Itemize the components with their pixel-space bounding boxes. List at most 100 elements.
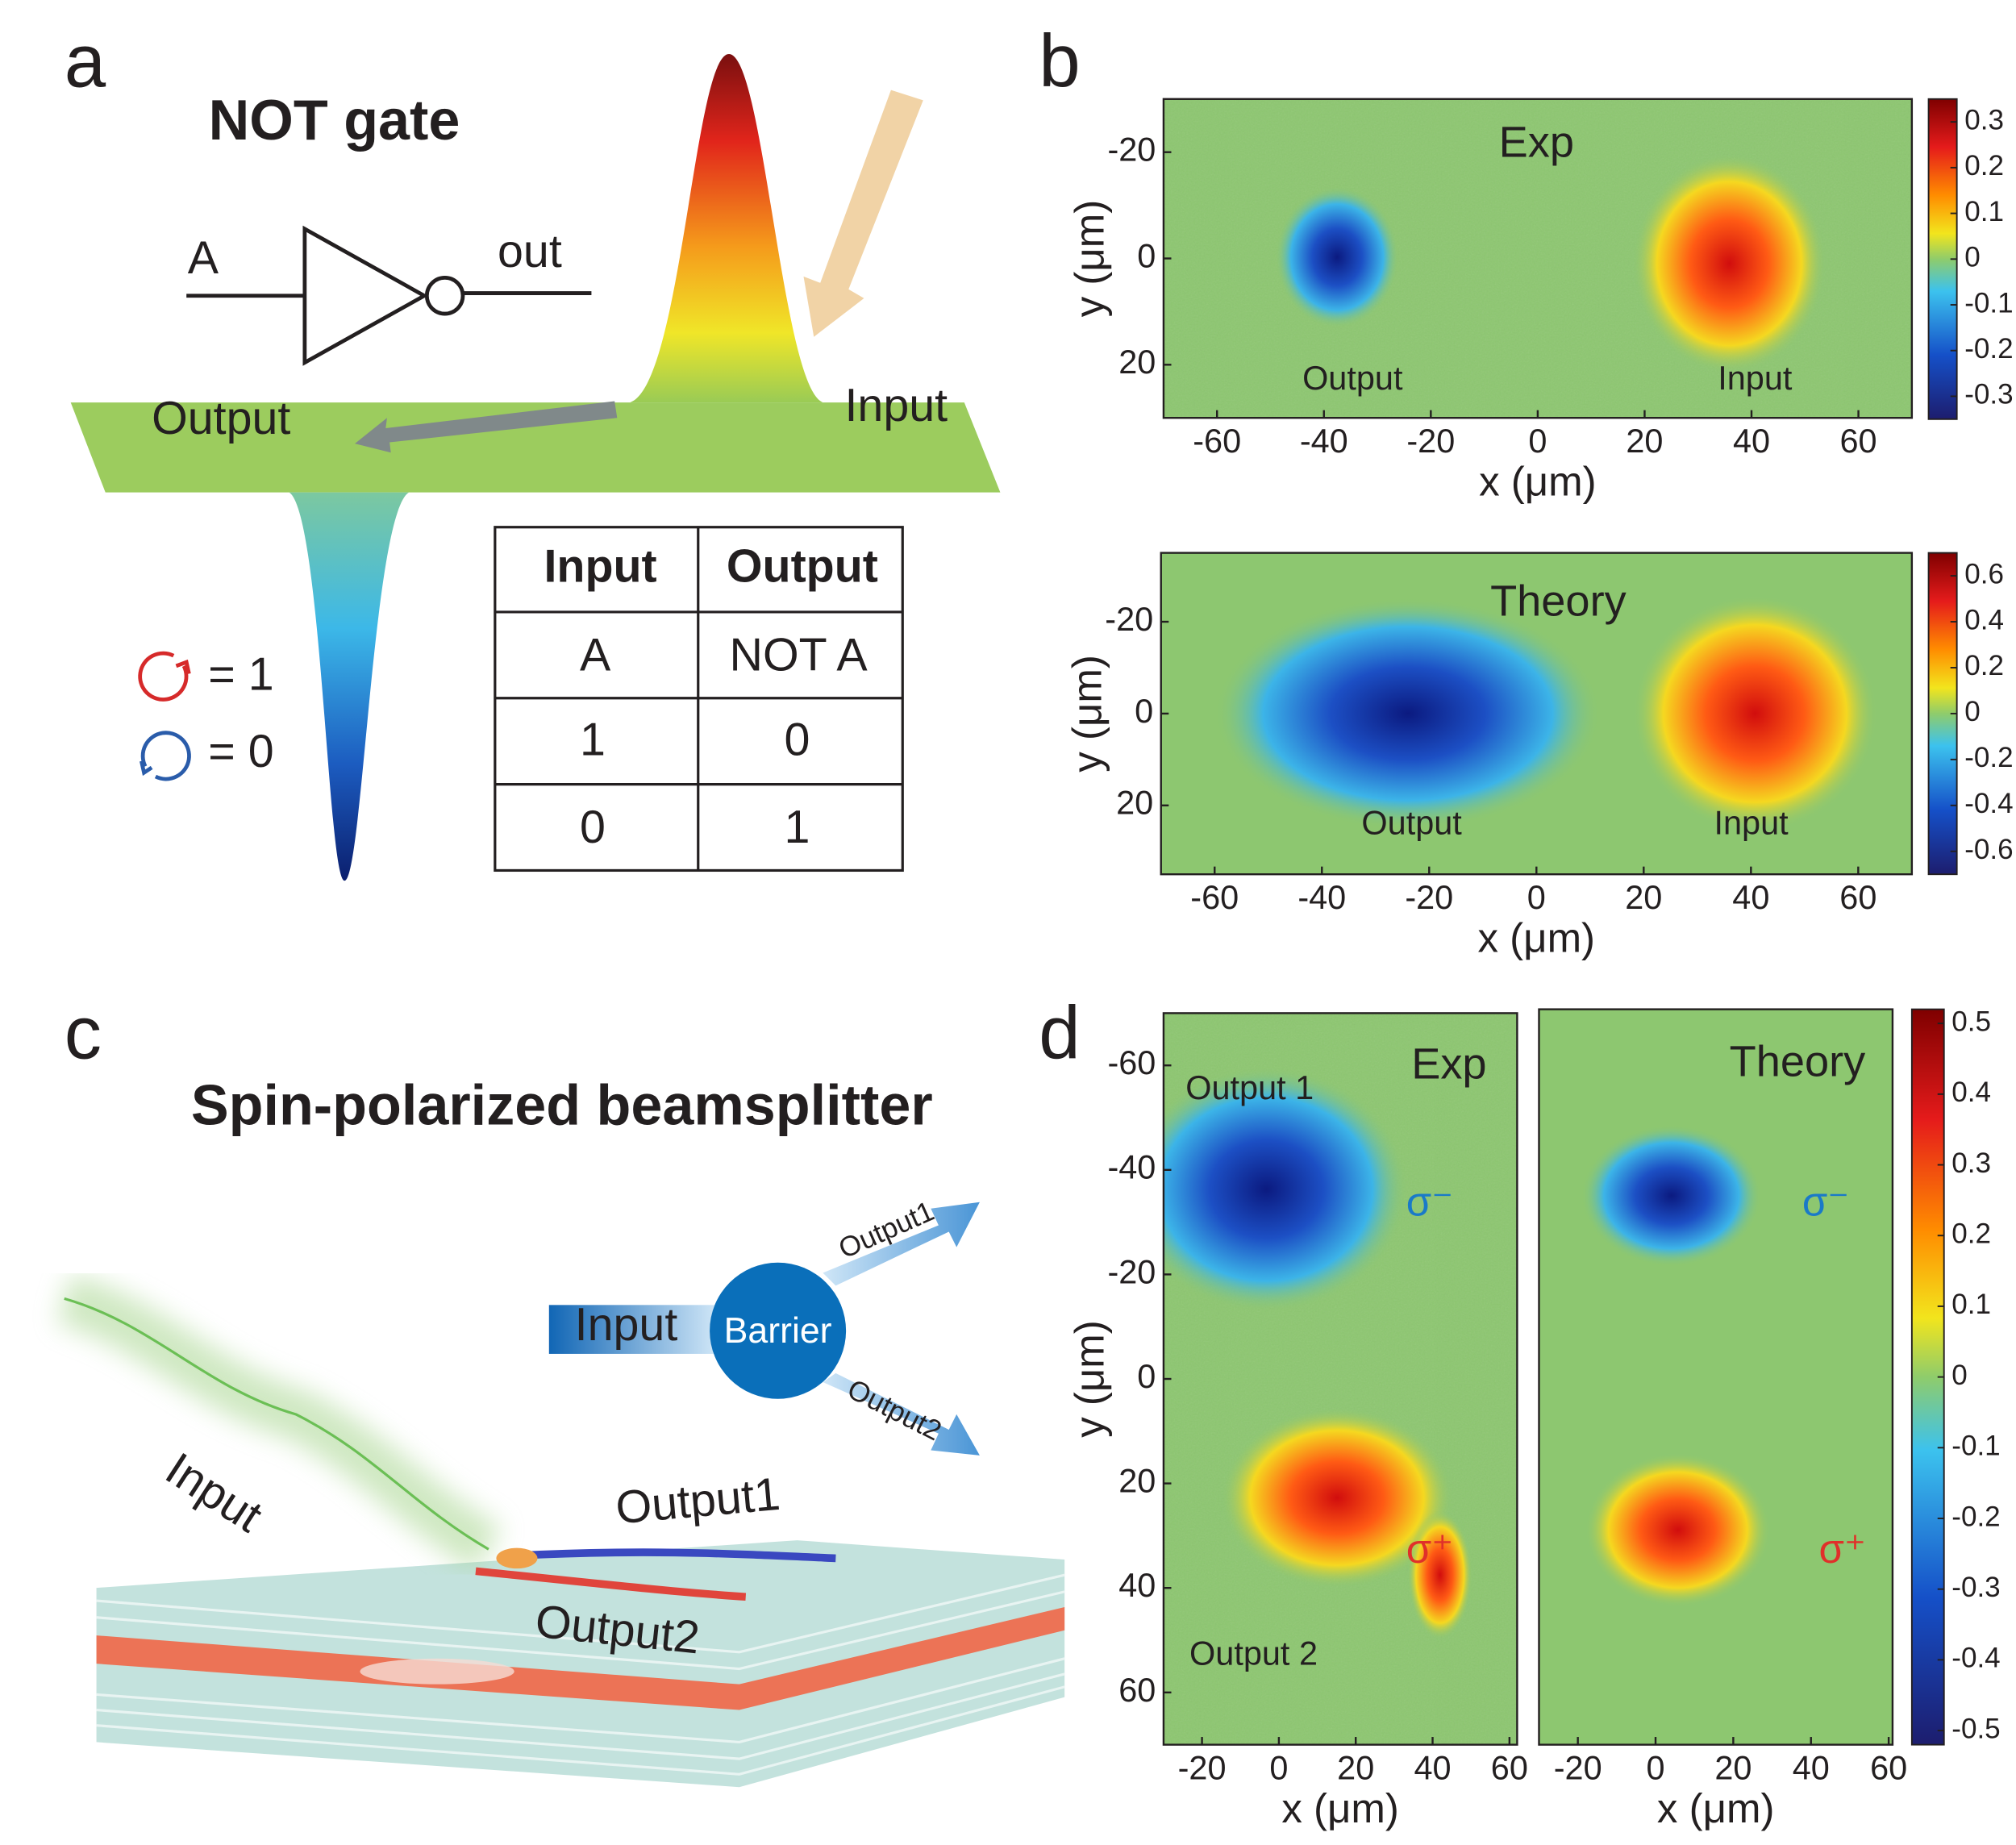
barrier-spot — [496, 1547, 538, 1569]
output-arrow — [355, 401, 618, 453]
annotation: Output 2 — [1189, 1635, 1318, 1672]
colorbar-tick-label: -0.2 — [1951, 1501, 2000, 1532]
x-tick-label: 40 — [1733, 422, 1770, 460]
output2-beam — [475, 1567, 747, 1601]
table-cell: 0 — [785, 714, 810, 766]
heatmap — [1163, 98, 1912, 419]
y-tick-label: 60 — [1118, 1671, 1156, 1709]
heatmap — [1163, 1013, 1518, 1745]
panel-title: Spin-polarized beamsplitter — [191, 1073, 933, 1137]
schematic-input: Input — [575, 1299, 678, 1351]
truth-table — [494, 526, 904, 873]
schematic-output2: Output2 — [843, 1373, 947, 1447]
y-axis-label: y (μm) — [1064, 655, 1110, 773]
y-axis-label: y (μm) — [1067, 200, 1113, 318]
table-header: Input — [544, 540, 656, 592]
gate-output: out — [498, 226, 562, 277]
annotation: σ⁺ — [1819, 1526, 1866, 1572]
x-tick-label: -20 — [1554, 1748, 1602, 1786]
scene-output1: Output1 — [614, 1468, 782, 1535]
spin-legend — [138, 651, 191, 781]
panel-label: d — [1039, 991, 1080, 1075]
y-tick-label: -20 — [1107, 1252, 1156, 1290]
dip — [289, 492, 410, 881]
colorbar-tick-label: 0.2 — [1964, 650, 2004, 681]
annotation: Input — [1714, 804, 1789, 842]
heatmap-blob — [1221, 1407, 1453, 1589]
colorbar-tick-label: 0.4 — [1964, 604, 2004, 635]
map-title: Theory — [1490, 577, 1627, 626]
x-tick-label: 20 — [1625, 878, 1662, 916]
x-tick-label: -40 — [1297, 878, 1346, 916]
x-tick-label: 0 — [1647, 1748, 1665, 1786]
table-header: Output — [727, 540, 878, 592]
schematic-output1-arrow — [823, 1202, 980, 1286]
heatmap-blob — [1585, 1452, 1771, 1608]
panel-title: NOT gate — [209, 88, 460, 152]
legend-zero: = 0 — [208, 726, 273, 777]
x-tick-label: 60 — [1840, 422, 1877, 460]
y-axis-label: y (μm) — [1067, 1320, 1113, 1438]
colorbar-tick-label: -0.2 — [1964, 742, 2013, 773]
map-title: Theory — [1730, 1037, 1866, 1085]
heatmap-blob — [1163, 1067, 1408, 1312]
input-beam — [56, 1273, 502, 1572]
schematic-output2-arrow — [823, 1372, 980, 1456]
x-tick-label: 0 — [1527, 878, 1546, 916]
y-tick-label: -40 — [1107, 1148, 1156, 1186]
annotation: σ⁻ — [1802, 1178, 1849, 1224]
x-tick-label: 20 — [1714, 1748, 1752, 1786]
colorbar-tick-label: -0.3 — [1964, 379, 2013, 410]
annotation: Output — [1361, 804, 1462, 842]
annotation: σ⁻ — [1406, 1178, 1453, 1224]
heatmap — [1160, 552, 1912, 875]
x-tick-label: 0 — [1269, 1748, 1288, 1786]
x-tick-label: 40 — [1414, 1748, 1451, 1786]
table-cell: 0 — [580, 802, 606, 853]
heatmap-blob — [1407, 1510, 1472, 1639]
x-tick-label: -60 — [1190, 878, 1239, 916]
input-arrow — [803, 90, 923, 337]
colorbar-tick-label: -0.1 — [1951, 1431, 2000, 1462]
x-tick-label: -20 — [1178, 1748, 1227, 1786]
y-tick-label: 20 — [1116, 784, 1153, 822]
map-title: Exp — [1499, 119, 1574, 167]
heatmap-background — [1539, 1009, 1893, 1745]
legend-one: = 1 — [208, 648, 273, 700]
table-cell: NOT A — [730, 630, 868, 681]
y-tick-label: 20 — [1118, 343, 1156, 381]
colorbar-tick-label: 0.2 — [1964, 150, 2004, 181]
x-tick-label: 40 — [1732, 878, 1769, 916]
not-gate-symbol — [186, 225, 592, 366]
colorbar-tick-label: 0.1 — [1951, 1289, 1991, 1320]
heatmap-blob — [1275, 186, 1399, 328]
surface-output: Output — [152, 393, 290, 444]
map-title: Exp — [1411, 1040, 1486, 1089]
colorbar-tick-label: 0.1 — [1964, 196, 2004, 227]
x-tick-label: -20 — [1405, 878, 1453, 916]
colorbar-tick-label: 0.6 — [1964, 558, 2004, 589]
colorbar-tick-label: -0.2 — [1964, 333, 2013, 364]
y-tick-label: 40 — [1118, 1566, 1156, 1604]
colorbar-tick-label: 0 — [1951, 1360, 1968, 1391]
panel-label: c — [65, 991, 102, 1075]
x-axis-label: x (μm) — [1281, 1785, 1399, 1831]
y-tick-label: 20 — [1118, 1462, 1156, 1500]
y-tick-label: -20 — [1105, 600, 1153, 638]
colorbar-tick-label: 0 — [1964, 696, 1981, 727]
colorbar-tick-label: -0.4 — [1951, 1643, 2000, 1674]
surface-plane — [70, 402, 1001, 493]
y-tick-label: -60 — [1107, 1043, 1156, 1081]
heatmap — [1539, 1009, 1893, 1745]
heatmap-blob — [1632, 595, 1877, 832]
x-tick-label: -20 — [1406, 422, 1455, 460]
y-tick-label: 0 — [1137, 236, 1156, 274]
colorbar-tick-label: -0.5 — [1951, 1713, 2000, 1744]
x-axis-label: x (μm) — [1479, 459, 1597, 505]
y-tick-label: -20 — [1107, 131, 1156, 169]
x-tick-label: -40 — [1300, 422, 1348, 460]
x-tick-label: 40 — [1793, 1748, 1830, 1786]
output1-beam — [514, 1548, 836, 1563]
x-tick-label: 60 — [1870, 1748, 1907, 1786]
